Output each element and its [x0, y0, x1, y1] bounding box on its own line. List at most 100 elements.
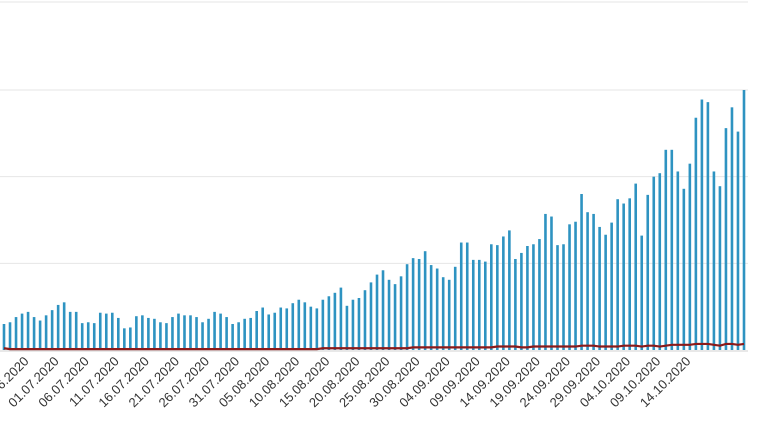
bar [670, 149, 674, 350]
bar [213, 311, 216, 350]
bar [159, 322, 162, 350]
bar [153, 318, 156, 350]
bar [327, 296, 331, 350]
bar [640, 235, 644, 350]
bar [50, 310, 54, 350]
bar [399, 276, 403, 350]
x-tick-labels: 21.06.202026.06.202001.07.202006.07.2020… [0, 354, 693, 411]
bar [532, 244, 535, 350]
bar [459, 242, 463, 350]
bar [8, 322, 12, 350]
bar [20, 313, 24, 350]
bar [616, 199, 619, 350]
bar [303, 302, 307, 350]
bar [688, 163, 692, 350]
bar [586, 212, 589, 350]
bar [393, 284, 397, 350]
bar [718, 186, 722, 350]
bar [44, 315, 48, 350]
bar [453, 266, 457, 350]
bar [56, 304, 60, 350]
bar [26, 311, 30, 350]
bar [123, 328, 126, 350]
bar [375, 274, 379, 350]
bar [730, 107, 734, 350]
bar [700, 99, 704, 350]
line-series-path [3, 342, 745, 351]
bar [273, 312, 277, 350]
bar [387, 279, 391, 350]
bar [345, 305, 349, 350]
bar [231, 324, 234, 350]
bar [201, 322, 204, 350]
bar [243, 318, 246, 350]
bar [568, 224, 571, 350]
bar [369, 282, 373, 350]
bar [417, 259, 421, 350]
bar [297, 299, 301, 350]
bar [465, 242, 469, 350]
bar [32, 317, 36, 350]
bar [38, 320, 42, 350]
bar [610, 222, 613, 350]
bar [598, 226, 601, 350]
bar [712, 171, 716, 350]
bar [110, 312, 114, 350]
bar [219, 313, 222, 350]
bar [646, 194, 650, 350]
bar [682, 188, 686, 350]
bar [514, 259, 517, 350]
bar [706, 102, 710, 350]
bar [471, 259, 475, 350]
bar [333, 292, 337, 350]
bar [237, 322, 240, 350]
bar [14, 317, 18, 350]
bar [574, 221, 577, 350]
bar [68, 311, 72, 350]
bar [267, 314, 271, 350]
bar [183, 315, 186, 350]
bar [592, 213, 595, 350]
bar [580, 194, 583, 350]
bar [291, 303, 295, 350]
bar [508, 230, 511, 350]
bar [92, 323, 96, 350]
bar [556, 245, 559, 350]
bar [658, 173, 662, 350]
bar [165, 323, 168, 350]
bar [742, 90, 746, 350]
bar [315, 308, 319, 350]
bar [381, 270, 385, 350]
bar [62, 302, 66, 350]
bar [351, 299, 355, 350]
bar [634, 183, 638, 350]
bar [285, 308, 289, 350]
bar [255, 311, 258, 350]
bar [189, 315, 192, 350]
bar [80, 323, 84, 350]
bar [147, 317, 150, 350]
bar [490, 244, 493, 350]
bar [736, 131, 740, 350]
bar [550, 216, 553, 350]
bar [117, 317, 120, 350]
bar [435, 268, 439, 350]
line-series [3, 342, 745, 351]
bar [321, 299, 325, 350]
bar [171, 317, 174, 350]
bar [279, 307, 283, 350]
bar [429, 265, 433, 350]
bar [544, 213, 547, 350]
bar [195, 317, 198, 350]
bar [177, 313, 180, 350]
bar [309, 306, 313, 350]
bar [98, 312, 102, 350]
bar [104, 313, 108, 350]
bar [496, 245, 499, 350]
bar [502, 236, 505, 350]
bar [135, 316, 138, 350]
bar [2, 324, 6, 350]
bar [664, 149, 668, 350]
bar [562, 244, 565, 350]
